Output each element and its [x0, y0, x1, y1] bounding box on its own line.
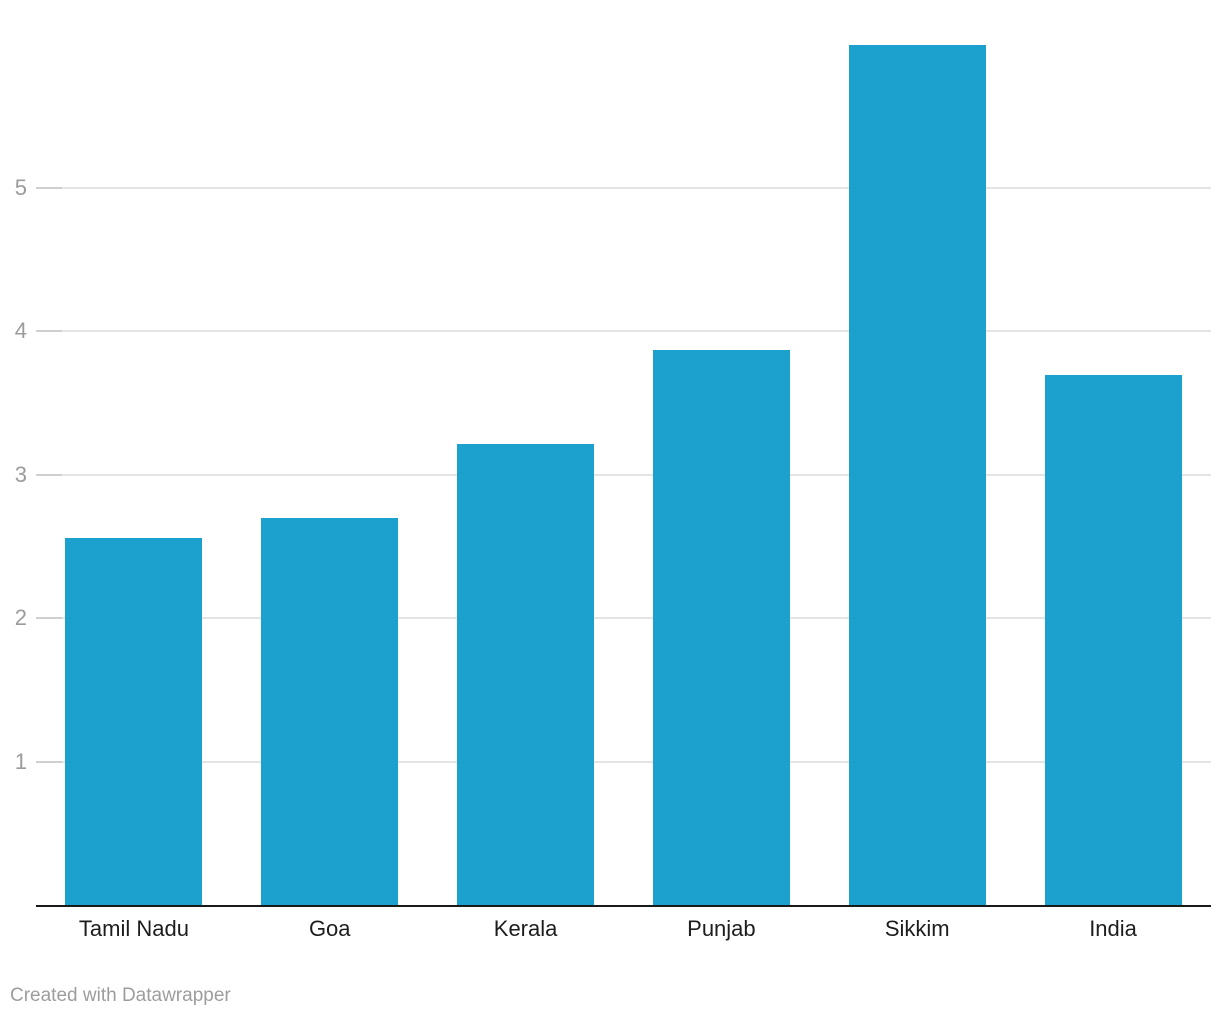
bar-slot-kerala [428, 0, 624, 905]
bar-india [1044, 375, 1182, 905]
y-tick-mark-4 [36, 330, 62, 332]
bar-punjab [652, 350, 790, 905]
gridline-3 [36, 473, 1211, 476]
bar-slot-india [1015, 0, 1211, 905]
bar-slot-tamil-nadu [36, 0, 232, 905]
bar-tamil-nadu [65, 538, 203, 905]
x-axis-label-india: India [1089, 916, 1137, 941]
y-tick-mark-2 [36, 617, 62, 619]
bar-goa [261, 518, 399, 905]
gridline-4 [36, 330, 1211, 332]
y-tick-mark-5 [36, 186, 62, 189]
x-axis-label-tamil-nadu: Tamil Nadu [78, 916, 189, 941]
bar-kerala [457, 444, 595, 905]
x-axis-label-punjab: Punjab [687, 916, 756, 941]
y-tick-mark-3 [36, 473, 62, 476]
bar-sikkim [848, 45, 986, 905]
y-axis-tick-label-5: 5 [14, 174, 27, 200]
x-axis-line [36, 905, 1211, 907]
x-axis-label-goa: Goa [308, 916, 351, 941]
y-axis-tick-label-4: 4 [14, 318, 27, 343]
y-axis-tick-label-3: 3 [14, 461, 27, 487]
bar-slot-sikkim [819, 0, 1015, 905]
x-axis-labels: Tamil Nadu Goa Kerala Punjab Sikkim India [36, 916, 1211, 942]
bar-slot-punjab [623, 0, 819, 905]
x-axis-label-sikkim: Sikkim [884, 916, 950, 941]
gridline-2 [36, 617, 1211, 619]
gridline-1 [36, 760, 1211, 763]
y-tick-mark-1 [36, 760, 62, 763]
y-axis-tick-label-2: 2 [14, 605, 27, 630]
bar-slot-goa [232, 0, 428, 905]
datawrapper-attribution: Created with Datawrapper [10, 985, 231, 1006]
y-axis-tick-label-1: 1 [14, 748, 27, 774]
bars-layer [36, 0, 1211, 905]
x-axis-label-kerala: Kerala [493, 916, 558, 941]
gridline-5 [36, 186, 1211, 189]
